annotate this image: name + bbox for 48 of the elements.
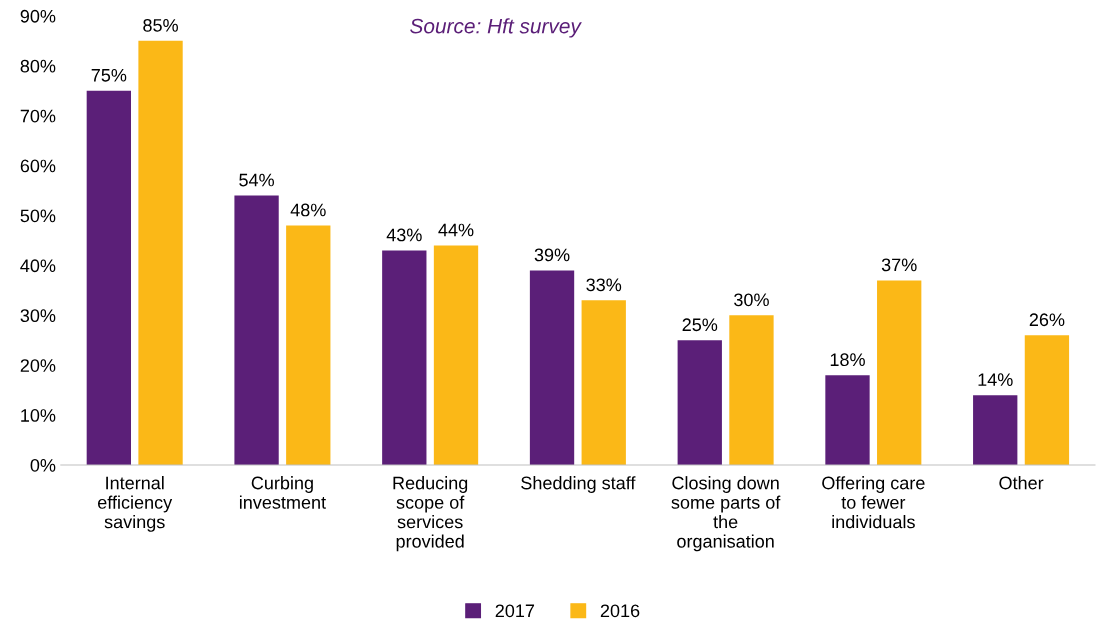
bar <box>729 315 774 466</box>
data-label: 33% <box>586 278 622 292</box>
x-tick-label: Curbing investment <box>239 476 326 509</box>
data-label: 37% <box>881 258 917 272</box>
bar <box>973 395 1018 466</box>
bar <box>382 250 427 466</box>
data-label: 43% <box>386 228 422 242</box>
data-label: 26% <box>1029 313 1065 327</box>
legend-label: 2017 <box>495 604 535 618</box>
y-tick-label: 50% <box>20 209 56 223</box>
y-tick-label: 90% <box>20 9 56 23</box>
x-tick-label: Offering care to fewer individuals <box>822 476 925 529</box>
y-tick-label: 20% <box>20 359 56 372</box>
y-tick-label: 70% <box>20 109 56 123</box>
x-tick-label: Closing down some parts of the organisation <box>671 476 781 552</box>
bar <box>1024 335 1070 466</box>
x-tick-label: Internal efficiency savings <box>97 476 173 532</box>
data-label: 85% <box>143 18 178 32</box>
y-tick-label: 0% <box>30 458 56 472</box>
y-tick-label: 10% <box>21 409 56 422</box>
bar <box>877 280 922 466</box>
y-tick-label: 80% <box>20 59 56 73</box>
bar <box>581 300 626 466</box>
annotation: Source: Hft survey <box>410 18 582 38</box>
y-tick-label: 40% <box>20 259 56 273</box>
x-tick-label: Shedding staff <box>521 476 636 493</box>
y-tick-label: 30% <box>20 309 56 323</box>
bar <box>138 40 183 466</box>
bar <box>286 225 331 466</box>
data-label: 18% <box>830 353 865 367</box>
data-label: 48% <box>290 203 326 217</box>
bar <box>433 245 479 466</box>
bar <box>825 375 870 466</box>
bar <box>677 340 722 466</box>
bar <box>529 270 575 466</box>
data-label: 75% <box>91 68 127 82</box>
bar <box>234 195 279 466</box>
x-tick-label: Reducing scope of services provided <box>393 476 468 552</box>
data-label: 25% <box>682 318 718 332</box>
y-tick-label: 60% <box>20 159 56 173</box>
data-label: 54% <box>239 173 274 187</box>
legend-label: 2016 <box>600 604 640 618</box>
data-label: 30% <box>734 293 769 307</box>
bar <box>86 90 131 466</box>
data-label: 44% <box>438 223 474 237</box>
data-label: 39% <box>534 248 570 262</box>
data-label: 14% <box>978 373 1013 386</box>
x-tick-label: Other <box>999 476 1044 490</box>
